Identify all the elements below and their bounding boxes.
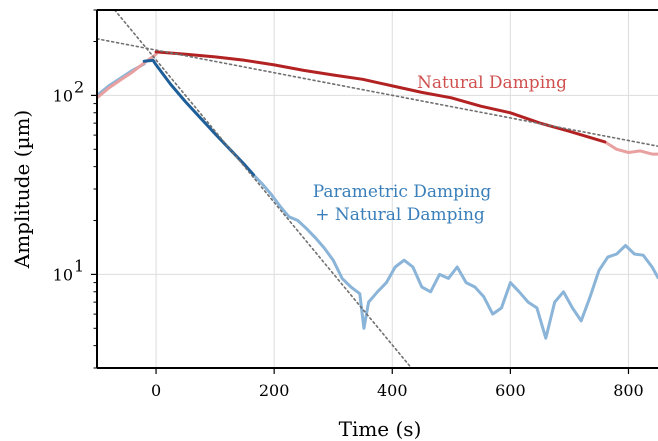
series-natural-tail	[603, 140, 658, 156]
series-natural-fit	[97, 37, 658, 147]
y-tick-label: 10	[53, 86, 73, 105]
y-tick-exponent: 2	[74, 77, 84, 96]
parametric-damping-label-line1: Parametric Damping	[313, 182, 492, 202]
data-layer	[97, 10, 658, 368]
x-tick-label: 200	[259, 381, 290, 400]
x-tick-label: 600	[495, 381, 526, 400]
natural-damping-label: Natural Damping	[417, 73, 567, 93]
parametric-damping-label-line2: + Natural Damping	[315, 205, 485, 225]
grid	[97, 10, 658, 368]
y-tick-label: 10	[53, 265, 73, 284]
x-axis-label: Time (s)	[339, 417, 422, 441]
x-tick-label: 0	[151, 381, 161, 400]
y-axis-label: Amplitude (µm)	[10, 110, 34, 270]
series-natural	[154, 50, 607, 144]
y-tick-exponent: 1	[74, 256, 84, 275]
x-tick-label: 400	[377, 381, 408, 400]
x-tick-label: 800	[613, 381, 644, 400]
series-parametric-noise	[252, 173, 658, 340]
series-parametric-fit	[113, 10, 413, 368]
